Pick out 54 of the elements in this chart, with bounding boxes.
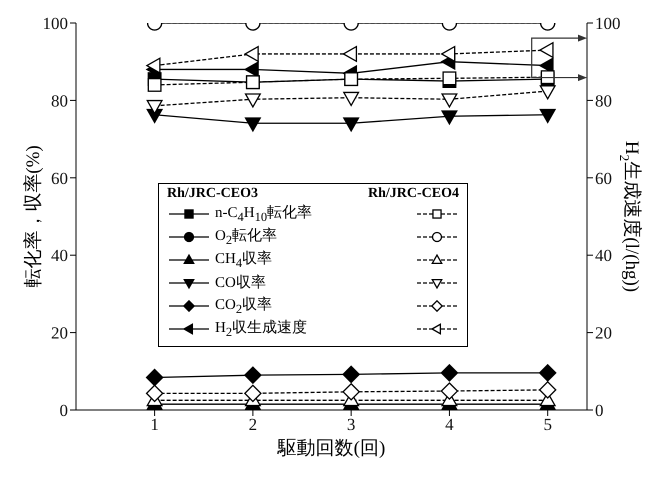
legend-label: n-C$_{4}$H$_{10}$転化率 xyxy=(215,203,312,224)
y2-tick-label: 80 xyxy=(595,91,612,110)
legend-label: CH$_{4}$収率 xyxy=(215,249,272,270)
point xyxy=(146,384,164,402)
point xyxy=(343,117,360,132)
x-tick-label: 4 xyxy=(445,415,454,434)
y2-tick-label: 60 xyxy=(595,168,612,188)
point xyxy=(146,100,163,114)
y-tick-label: 60 xyxy=(51,168,68,188)
annotation: Rh/JRC-CEO4 xyxy=(368,186,459,202)
legend-label: O$_{2}$転化率 xyxy=(215,226,278,248)
legend-label: H$_{2}$収生成速度 xyxy=(215,318,308,340)
y2-tick-label: 20 xyxy=(595,324,612,343)
point xyxy=(146,368,164,386)
point xyxy=(244,61,259,78)
point xyxy=(148,78,162,92)
point xyxy=(342,383,360,401)
legend-label: CO$_{2}$収率 xyxy=(215,295,272,316)
y2-tick-label: 100 xyxy=(595,14,620,34)
y2-tick-label: 0 xyxy=(595,401,604,420)
x-tick-label: 1 xyxy=(150,415,159,434)
legend-label: CO収率 xyxy=(215,273,266,292)
point xyxy=(539,42,554,58)
point xyxy=(244,93,261,108)
x-tick-label: 3 xyxy=(346,415,356,434)
point xyxy=(342,46,358,62)
point xyxy=(540,108,556,124)
point xyxy=(538,364,556,382)
point xyxy=(440,364,458,382)
y-tick-label: 100 xyxy=(42,14,68,34)
point xyxy=(538,381,556,399)
point xyxy=(540,85,556,100)
point xyxy=(244,117,261,132)
point xyxy=(244,384,262,402)
point xyxy=(244,366,262,384)
point xyxy=(146,58,161,74)
x-tick-label: 5 xyxy=(543,415,552,434)
annotation: Rh/JRC-CEO3 xyxy=(167,186,258,202)
y-tick-label: 80 xyxy=(51,91,68,110)
y2-tick-label: 40 xyxy=(595,246,612,266)
y-tick-label: 20 xyxy=(51,324,68,343)
point xyxy=(441,93,458,108)
y-tick-label: 40 xyxy=(51,246,68,266)
point xyxy=(441,46,456,62)
point xyxy=(342,366,360,384)
point xyxy=(441,110,458,125)
point xyxy=(343,92,360,106)
y-tick-label: 0 xyxy=(60,401,68,420)
point xyxy=(440,382,458,400)
point xyxy=(442,71,456,86)
x-axis-title: 駆動回数(回) xyxy=(276,438,386,458)
y-axis-title: 転化率，収率(%) xyxy=(22,145,44,288)
point xyxy=(244,46,259,62)
x-tick-label: 2 xyxy=(248,415,258,434)
